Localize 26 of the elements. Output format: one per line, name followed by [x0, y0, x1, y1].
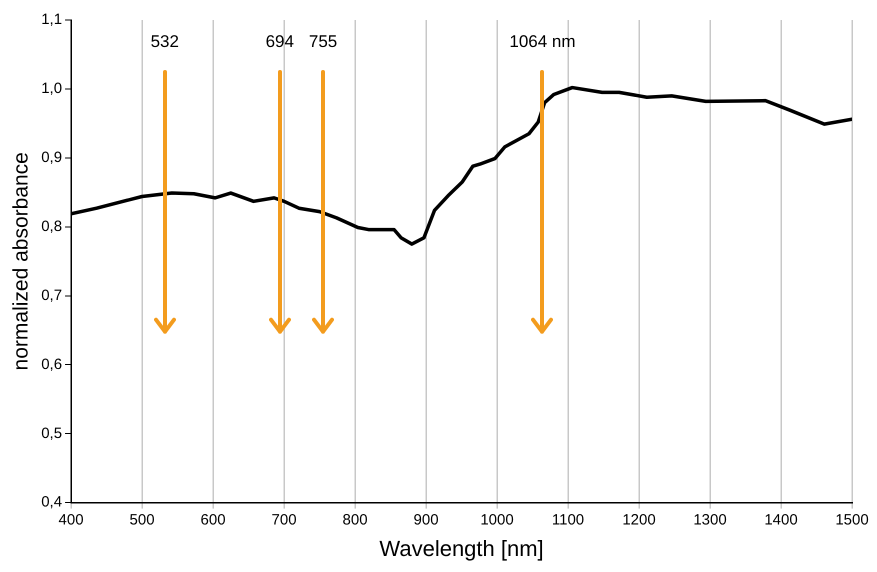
- x-axis-title: Wavelength [nm]: [379, 536, 544, 561]
- y-tick-label: 0,5: [41, 424, 62, 442]
- x-tick-label: 600: [200, 512, 226, 529]
- x-tick-label: 500: [130, 512, 155, 529]
- ref-line-label: 1064 nm: [509, 32, 576, 51]
- ref-line-label: 755: [308, 32, 338, 51]
- x-tick-label: 1400: [764, 512, 798, 529]
- x-tick-label: 1500: [835, 512, 869, 529]
- x-tick-label: 1100: [552, 512, 584, 529]
- x-tick-label: 1300: [693, 512, 727, 529]
- ref-line-label: 694: [266, 32, 294, 51]
- x-tick-label: 1000: [480, 512, 514, 529]
- y-tick-label: 0,7: [41, 286, 62, 304]
- ref-line-label: 532: [150, 32, 179, 51]
- y-tick-label: 0,6: [41, 356, 62, 373]
- y-tick-label: 0,9: [41, 149, 62, 166]
- y-axis-title: normalized absorbance: [9, 152, 32, 370]
- y-tick-label: 1,0: [41, 80, 62, 98]
- x-tick-label: 900: [414, 512, 439, 529]
- x-tick-label: 800: [342, 512, 368, 529]
- x-tick-label: 700: [272, 512, 297, 529]
- y-tick-label: 1,1: [41, 11, 62, 28]
- x-tick-label: 1200: [622, 512, 656, 529]
- x-tick-label: 400: [58, 512, 84, 529]
- y-tick-label: 0,8: [41, 218, 62, 235]
- y-tick-label: 0,4: [41, 494, 62, 511]
